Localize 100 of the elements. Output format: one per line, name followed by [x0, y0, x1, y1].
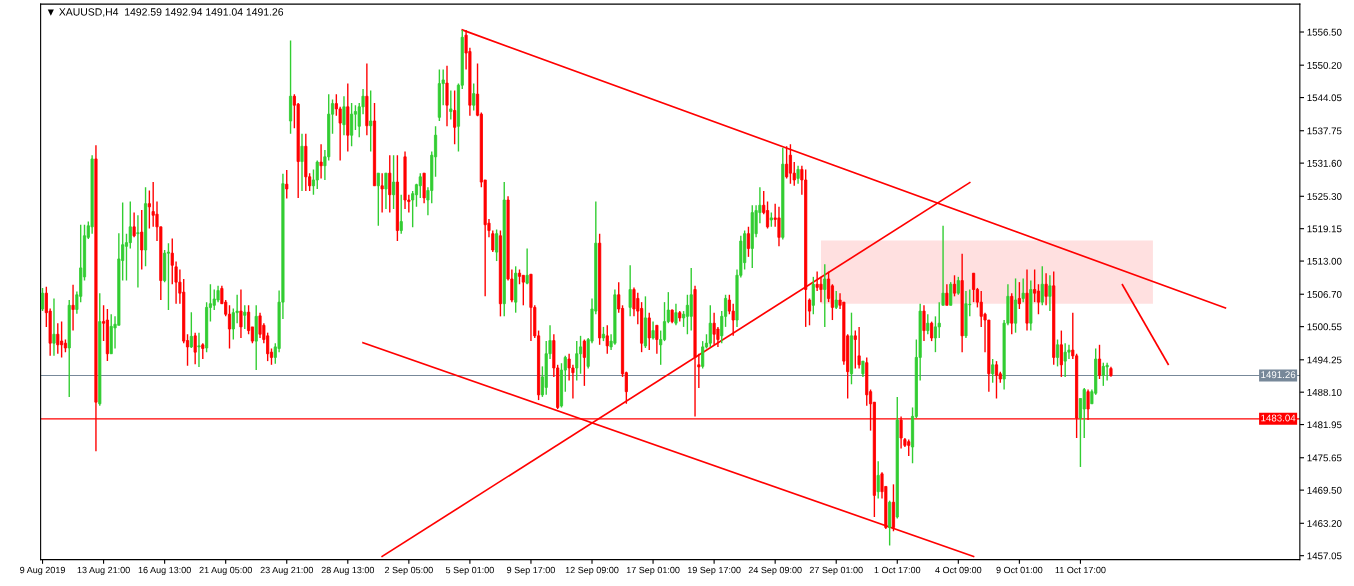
candlestick: [785, 145, 789, 180]
candlestick: [140, 209, 144, 271]
candlestick: [1055, 338, 1060, 368]
candlestick: [392, 154, 396, 210]
x-tick-label: 9 Aug 2019: [20, 566, 65, 575]
candlestick: [40, 287, 45, 312]
candlestick: [819, 276, 823, 303]
candlestick: [662, 301, 667, 342]
candlestick: [853, 329, 857, 370]
candlestick: [60, 320, 64, 359]
candlestick: [1063, 342, 1067, 378]
candlestick: [418, 172, 422, 199]
candlestick: [453, 89, 457, 145]
candlestick: [380, 172, 384, 214]
x-tick-label: 9 Oct 01:00: [996, 566, 1043, 574]
candlestick: [300, 132, 304, 192]
candlestick: [930, 320, 934, 342]
y-tick-label: 1475.65: [1307, 454, 1342, 462]
x-tick-label: 19 Sep 17:00: [687, 566, 741, 575]
candlestick: [933, 315, 937, 353]
candlestick: [823, 263, 827, 328]
candlestick: [1044, 272, 1048, 306]
candlestick: [1017, 281, 1021, 310]
x-tick-label: 16 Aug 13:00: [138, 566, 191, 575]
candlestick: [52, 297, 56, 357]
candlestick: [132, 211, 136, 239]
candlestick: [1082, 387, 1086, 439]
candlestick: [972, 272, 976, 303]
y-tick-label: 1506.70: [1307, 290, 1342, 298]
candlestick: [765, 200, 770, 230]
candlestick: [857, 326, 861, 370]
candlestick: [701, 340, 705, 370]
y-tick-label: 1519.15: [1307, 225, 1342, 233]
candlestick: [495, 228, 499, 262]
x-tick-label: 28 Aug 13:00: [321, 566, 375, 575]
candlestick: [811, 276, 815, 315]
x-tick-label: 5 Sep 01:00: [445, 566, 494, 575]
y-tick-label: 1531.60: [1307, 159, 1342, 167]
candlestick: [56, 322, 60, 355]
x-tick-label: 21 Aug 05:00: [199, 566, 252, 575]
candlestick: [399, 194, 403, 235]
candlestick: [922, 304, 926, 342]
y-tick-label: 1513.00: [1307, 257, 1342, 265]
candlestick: [521, 274, 525, 306]
candlestick: [991, 358, 995, 384]
chart-title: ▼ XAUUSD,H4 1492.59 1492.94 1491.04 1491.26: [47, 8, 284, 17]
candlestick: [258, 311, 262, 339]
candlestick: [788, 143, 792, 185]
candlestick: [197, 331, 201, 368]
x-tick-label: 9 Sep 17:00: [507, 566, 555, 575]
x-tick-label: 4 Oct 09:00: [935, 566, 982, 574]
candlestick: [746, 226, 751, 258]
y-tick-label: 1544.05: [1307, 94, 1342, 102]
candlestick: [1014, 277, 1018, 334]
candlestick: [350, 102, 354, 147]
x-tick-label: 1 Oct 17:00: [874, 566, 921, 574]
x-tick-label: 27 Sep 01:00: [809, 566, 863, 575]
candlestick: [876, 460, 880, 500]
candlestick: [472, 82, 476, 112]
candlestick: [525, 247, 529, 285]
candlestick: [689, 267, 693, 332]
candlestick: [777, 206, 781, 248]
candlestick: [708, 304, 712, 348]
candlestick: [1021, 277, 1025, 303]
candlestick: [815, 270, 819, 292]
candlestick: [285, 169, 289, 200]
y-tick-label: 1463.20: [1307, 520, 1342, 527]
y-tick-label: 1481.95: [1307, 421, 1342, 429]
candlestick: [578, 335, 583, 375]
candlestick: [71, 284, 75, 332]
candlestick: [388, 154, 392, 214]
x-tick-label: 24 Sep 09:00: [748, 566, 802, 575]
candlestick: [712, 311, 716, 346]
candlestick: [807, 297, 812, 327]
candlestick: [685, 294, 689, 335]
y-tick-label: 1556.50: [1307, 28, 1342, 36]
y-tick-label: 1500.55: [1307, 323, 1342, 331]
x-tick-label: 17 Sep 01:00: [626, 566, 680, 575]
y-tick-label: 1494.25: [1307, 356, 1342, 364]
candlestick: [369, 89, 373, 153]
candlestick: [945, 283, 949, 306]
candlestick: [1097, 344, 1102, 380]
candlestick: [674, 303, 678, 327]
candlestick: [575, 340, 579, 382]
candlestick: [1105, 361, 1109, 382]
candlestick: [1059, 329, 1063, 378]
candlestick: [189, 311, 193, 349]
candlestick: [1036, 283, 1041, 315]
candlestick: [319, 143, 323, 180]
y-tick-label: 1525.30: [1307, 193, 1342, 200]
candlestick: [1033, 268, 1037, 303]
candlestick: [949, 281, 953, 306]
candlestick: [1101, 361, 1105, 387]
candlestick: [1048, 274, 1052, 312]
candlestick: [1040, 265, 1044, 306]
candlestick: [376, 172, 380, 227]
x-tick-label: 12 Sep 09:00: [565, 566, 619, 575]
y-tick-label: 1550.20: [1307, 61, 1342, 69]
candlestick: [136, 214, 140, 289]
x-tick-label: 13 Aug 21:00: [77, 566, 130, 575]
